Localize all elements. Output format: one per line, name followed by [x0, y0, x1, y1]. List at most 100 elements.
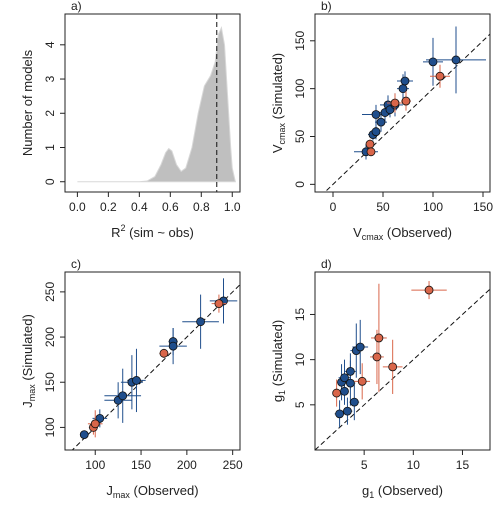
point [118, 391, 128, 401]
x-tick-label: 0 [330, 200, 337, 214]
plot-frame [314, 13, 491, 193]
plot-frame [64, 13, 241, 193]
point [400, 76, 410, 86]
y-tick-label: 5 [293, 401, 307, 408]
label-text: g [362, 483, 369, 498]
plot-area [71, 278, 240, 450]
density-area [77, 26, 236, 183]
point [357, 376, 367, 386]
y-tick-label: 150 [43, 372, 57, 392]
point [343, 406, 352, 416]
axis-label: Vcmax (Simulated) [270, 53, 287, 153]
plot-area [77, 14, 236, 192]
y-tick-label: 150 [293, 30, 307, 50]
label-after: (Simulated) [20, 314, 35, 384]
point [168, 341, 178, 351]
point [435, 71, 445, 81]
panel: b) 0 50 100 150 0 50 100 150 [293, 0, 493, 214]
point [376, 117, 386, 127]
point [159, 348, 169, 358]
label-text: R [111, 225, 120, 240]
x-tick-label: 200 [177, 458, 197, 472]
y-tick-label: 0 [43, 178, 57, 185]
panel: a) 0.0 0.2 0.4 0.6 0.8 1.0 0 1 2 3 4 [43, 0, 241, 214]
plot-frame [64, 271, 241, 451]
identity-line [324, 33, 490, 192]
y-tick-label: 100 [43, 417, 57, 437]
x-tick-label: 250 [223, 458, 243, 472]
y-tick-label: 2 [43, 110, 57, 117]
point [371, 110, 381, 119]
panel: d) 5 10 15 5 10 15 [293, 257, 491, 472]
axis-label: g1 (Observed) [362, 483, 443, 500]
point [388, 362, 398, 372]
panel-label: b) [321, 0, 332, 13]
y-tick-label: 10 [293, 353, 307, 367]
x-tick-label: 10 [407, 458, 421, 472]
label-after: (Observed) [374, 483, 443, 498]
x-tick-label: 50 [376, 200, 390, 214]
point [345, 378, 355, 388]
y-tick-label: 50 [293, 130, 307, 144]
x-tick-label: 100 [85, 458, 105, 472]
y-tick-label: 200 [43, 327, 57, 347]
x-tick-label: 0.2 [100, 200, 117, 214]
label-sub: 1 [369, 490, 374, 500]
identity-line [315, 288, 490, 450]
point [371, 127, 381, 137]
plot-area [324, 26, 490, 192]
axis-label: Jmax (Simulated) [20, 314, 37, 408]
panel-label: d) [321, 257, 332, 271]
point [90, 419, 100, 429]
point [335, 409, 344, 419]
point [132, 376, 141, 385]
x-tick-label: 150 [473, 200, 493, 214]
point [390, 98, 400, 108]
label-text: g [270, 395, 285, 402]
axis-label: Vcmax (Observed) [353, 225, 452, 242]
label-after: (Observed) [130, 483, 199, 498]
label-sup: 2 [121, 223, 126, 233]
y-tick-label: 100 [293, 78, 307, 98]
point [332, 388, 342, 398]
point [424, 285, 434, 295]
point [372, 352, 382, 362]
point [79, 430, 89, 440]
point [451, 55, 461, 65]
label-sub: cmax [362, 232, 384, 242]
point [365, 139, 375, 149]
point [340, 373, 349, 383]
label-text: J [106, 483, 113, 498]
x-tick-label: 150 [131, 458, 151, 472]
label-text: J [20, 401, 35, 408]
point [214, 299, 224, 309]
label-sub: max [113, 490, 131, 500]
y-tick-label: 0 [293, 181, 307, 188]
y-tick-label: 15 [293, 307, 307, 321]
x-tick-label: 15 [456, 458, 470, 472]
x-tick-label: 1.0 [224, 200, 241, 214]
y-tick-label: 4 [43, 41, 57, 48]
panel-label: a) [71, 0, 82, 13]
y-tick-label: 3 [43, 75, 57, 82]
point [366, 147, 376, 157]
label-after: (Simulated) [270, 53, 285, 123]
x-tick-label: 0.6 [162, 200, 179, 214]
axis-label: Number of models [20, 49, 35, 156]
panel: c) 100 150 200 250 100 150 200 250 [43, 257, 243, 472]
panel-label: c) [71, 257, 81, 271]
label-text: V [270, 144, 285, 153]
x-tick-label: 100 [423, 200, 443, 214]
point [374, 333, 384, 343]
point [345, 366, 355, 376]
label-after: (Simulated) [270, 320, 285, 390]
axis-label: R2 (sim ~ obs) [111, 223, 194, 240]
x-tick-label: 0.0 [69, 200, 86, 214]
y-tick-label: 250 [43, 282, 57, 302]
label-sub: max [27, 384, 37, 402]
point [349, 397, 359, 407]
x-tick-label: 0.4 [131, 200, 148, 214]
point [428, 57, 438, 67]
label-sub: 1 [277, 390, 287, 395]
point [401, 96, 411, 106]
